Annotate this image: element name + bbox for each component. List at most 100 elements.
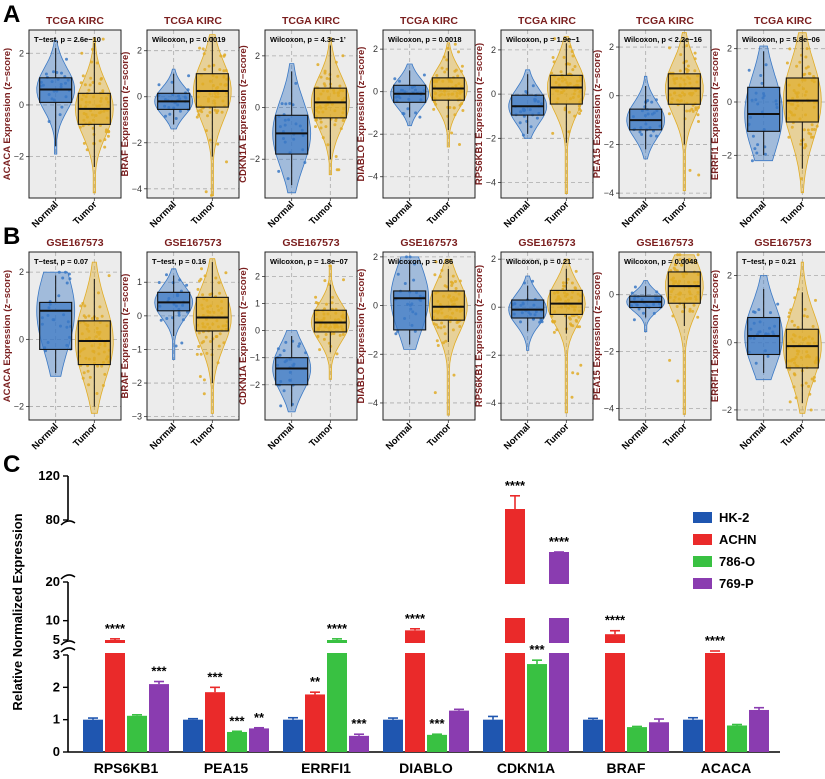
- data-point-tumor: [314, 295, 318, 299]
- data-point-tumor: [562, 55, 566, 59]
- data-point-tumor: [200, 110, 204, 114]
- data-point-normal: [284, 102, 288, 106]
- data-point-normal: [284, 340, 288, 344]
- data-point-tumor: [448, 320, 452, 324]
- data-point-tumor: [550, 71, 554, 75]
- bar-786-o-pea15: [227, 731, 247, 752]
- data-point-tumor: [78, 125, 82, 129]
- data-point-tumor: [451, 274, 455, 278]
- data-point-tumor: [222, 69, 226, 73]
- data-point-tumor: [79, 81, 83, 85]
- y-tick-label: 0: [727, 338, 732, 348]
- plot-frame: [264, 29, 358, 199]
- data-point-tumor: [220, 110, 224, 114]
- x-tick-label-tumor: Tumor: [425, 199, 453, 227]
- data-point-normal: [535, 116, 539, 120]
- data-point-normal: [531, 279, 535, 283]
- y-tick-label: 0: [53, 744, 60, 759]
- data-point-tumor: [331, 295, 334, 299]
- data-point-tumor: [332, 332, 336, 336]
- box-tumor: [77, 320, 111, 366]
- data-point-tumor: [696, 113, 700, 117]
- x-tick-label-normal: Normal: [502, 199, 533, 230]
- data-point-tumor: [799, 142, 803, 146]
- bar-break-gap: [404, 643, 426, 653]
- x-tick-label-normal: Normal: [30, 199, 61, 230]
- plot-frame: [146, 29, 240, 199]
- data-point-tumor: [442, 341, 445, 345]
- data-point-normal: [752, 310, 755, 314]
- bar-hk-2-acaca: [683, 719, 703, 752]
- data-point-tumor: [795, 64, 799, 68]
- data-point-tumor: [567, 130, 571, 134]
- legend-label: 786-O: [719, 554, 755, 569]
- data-point-normal: [633, 285, 637, 289]
- y-tick-label: −2: [604, 347, 614, 357]
- x-tick-label-tumor: Tumor: [71, 421, 99, 449]
- x-tick-label-normal: Normal: [738, 199, 769, 230]
- data-point-tumor: [448, 106, 452, 109]
- data-point-normal: [65, 281, 69, 285]
- y-tick-label: 2: [255, 271, 260, 281]
- data-point-tumor: [103, 138, 107, 142]
- data-point-normal: [413, 262, 417, 266]
- y-tick-label: −4: [486, 398, 496, 408]
- data-point-tumor: [454, 287, 458, 290]
- data-point-tumor: [803, 72, 807, 76]
- data-point-tumor: [322, 82, 326, 86]
- data-point-tumor: [680, 263, 684, 267]
- data-point-tumor: [450, 131, 454, 135]
- y-tick-label: 0: [19, 334, 24, 344]
- data-point-normal: [47, 120, 51, 123]
- panel-label-c: C: [3, 451, 20, 478]
- data-point-tumor: [796, 287, 800, 291]
- data-point-tumor: [688, 309, 692, 313]
- x-tick-label-tumor: Tumor: [425, 421, 453, 449]
- data-point-tumor: [573, 114, 577, 118]
- data-point-normal: [652, 311, 656, 315]
- data-point-normal: [760, 81, 764, 85]
- data-point-tumor: [342, 278, 345, 282]
- data-point-tumor: [202, 340, 206, 343]
- data-point-normal: [422, 73, 426, 77]
- data-point-tumor: [691, 109, 695, 113]
- data-point-tumor: [561, 281, 565, 285]
- bar-break-gap: [604, 643, 626, 653]
- y-tick-label: −2: [14, 152, 24, 162]
- data-point-tumor: [551, 320, 555, 324]
- data-point-tumor: [81, 301, 85, 305]
- data-point-tumor: [792, 385, 796, 389]
- data-point-normal: [654, 98, 658, 102]
- data-point-tumor: [458, 325, 462, 328]
- data-point-tumor: [81, 74, 85, 78]
- y-axis-label: ACACA Expression (z−score): [2, 48, 13, 180]
- panel-label-a: A: [3, 1, 20, 28]
- data-point-tumor: [805, 47, 809, 51]
- data-point-normal: [763, 152, 767, 156]
- data-point-tumor: [323, 307, 326, 311]
- data-point-tumor: [439, 326, 443, 330]
- data-point-tumor: [802, 314, 806, 318]
- bar-break-gap: [704, 643, 726, 653]
- data-point-tumor: [103, 145, 107, 149]
- data-point-normal: [764, 63, 768, 67]
- bar-achn-cdkn1a: [505, 509, 525, 752]
- significance-label: ****: [549, 534, 570, 549]
- data-point-normal: [177, 311, 181, 315]
- bar-break-gap: [326, 643, 348, 653]
- data-point-tumor: [440, 321, 444, 325]
- data-point-tumor: [787, 135, 791, 139]
- y-tick-label: 20: [46, 574, 60, 589]
- y-tick-label: 1: [255, 298, 260, 308]
- data-point-tumor: [83, 83, 87, 87]
- data-point-tumor: [198, 46, 202, 50]
- data-point-tumor: [319, 75, 323, 79]
- data-point-normal: [521, 133, 525, 137]
- data-point-tumor: [434, 323, 438, 327]
- data-point-normal: [747, 68, 751, 72]
- data-point-tumor: [97, 291, 100, 295]
- data-point-tumor: [86, 369, 90, 373]
- data-point-normal: [408, 255, 412, 259]
- data-point-normal: [276, 347, 280, 351]
- box-tumor: [313, 309, 347, 333]
